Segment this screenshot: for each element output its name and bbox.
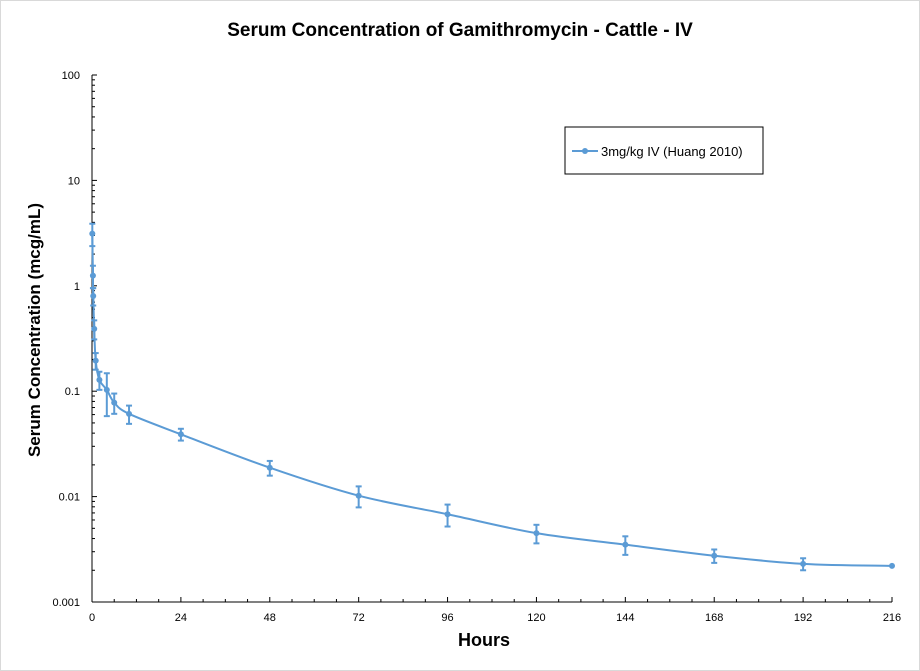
y-tick-label: 1 (74, 281, 80, 293)
x-axis-label: Hours (458, 630, 510, 650)
data-point (355, 492, 362, 499)
x-tick-label: 24 (175, 612, 187, 624)
data-point (889, 562, 895, 569)
x-tick-label: 120 (527, 612, 545, 624)
x-tick-label: 48 (264, 612, 276, 624)
data-point (111, 399, 118, 406)
data-point (533, 530, 540, 537)
data-point (91, 325, 98, 332)
data-point (711, 552, 718, 559)
x-tick-label: 72 (353, 612, 365, 624)
data-point (92, 357, 99, 364)
y-tick-label: 0.1 (65, 386, 80, 398)
data-point (266, 464, 273, 471)
x-tick-label: 144 (616, 612, 634, 624)
y-axis-label: Serum Concentration (mcg/mL) (25, 203, 44, 457)
chart-title: Serum Concentration of Gamithromycin - C… (227, 20, 693, 41)
data-point (103, 386, 110, 393)
data-point (622, 541, 629, 548)
data-point (96, 376, 103, 383)
x-tick-label: 0 (89, 612, 95, 624)
legend: 3mg/kg IV (Huang 2010) (564, 126, 764, 175)
data-point (90, 293, 97, 300)
legend-point-marker (582, 148, 588, 154)
y-tick-label: 100 (62, 70, 80, 82)
x-tick-label: 192 (794, 612, 812, 624)
data-point (89, 230, 96, 237)
y-tick-label: 0.01 (59, 492, 80, 504)
data-point (126, 410, 133, 417)
x-tick-label: 96 (441, 612, 453, 624)
data-point (444, 511, 451, 518)
legend-label: 3mg/kg IV (Huang 2010) (601, 144, 743, 159)
data-point (177, 431, 184, 438)
data-point (800, 560, 807, 567)
data-point (89, 272, 96, 279)
x-tick-label: 216 (883, 612, 901, 624)
x-tick-label: 168 (705, 612, 723, 624)
y-tick-label: 0.001 (52, 597, 80, 609)
y-tick-label: 10 (68, 175, 80, 187)
